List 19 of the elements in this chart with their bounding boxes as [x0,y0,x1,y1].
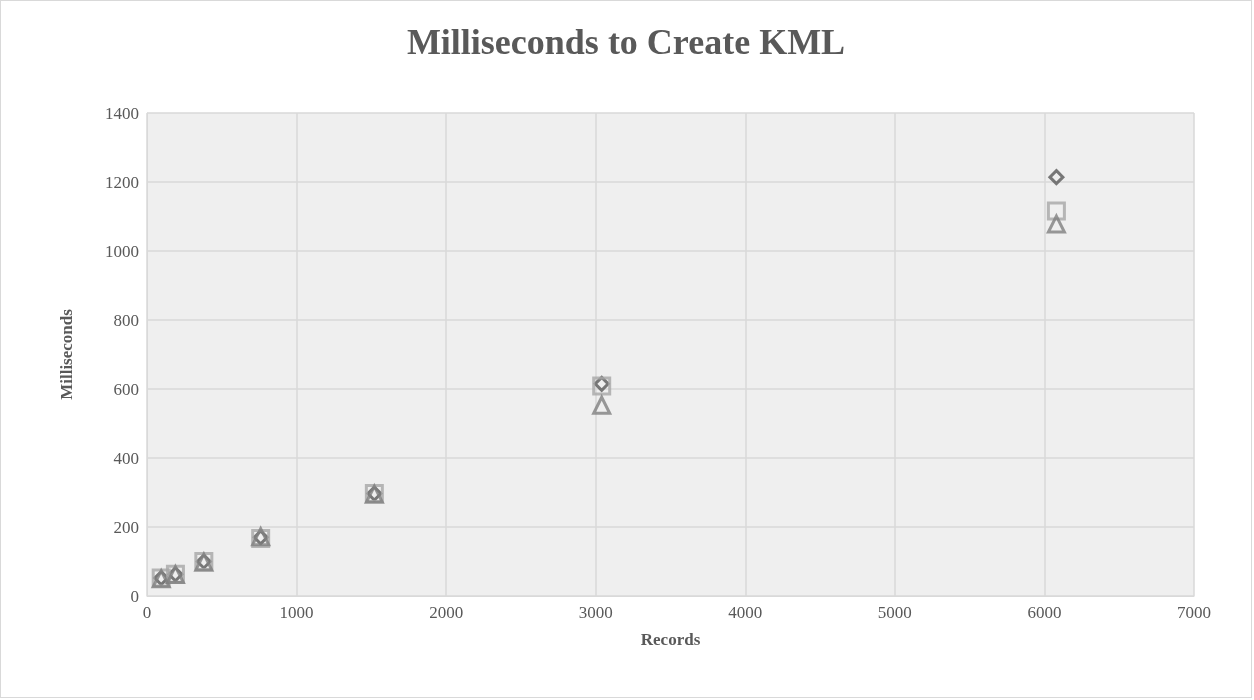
y-tick-label: 1400 [105,103,139,123]
x-tick-label: 4000 [728,603,763,622]
x-tick-label: 0 [142,603,152,622]
y-tick-label: 600 [113,379,139,399]
x-tick-label: 7000 [1177,603,1211,622]
x-axis-title: Records [640,630,701,649]
x-tick-label: 1000 [279,603,314,622]
y-tick-label: 1000 [105,241,139,261]
x-tick-label: 5000 [877,603,912,622]
x-tick-label: 6000 [1027,603,1062,622]
chart-title: Milliseconds to Create KML [406,22,846,62]
y-axis-title: Milliseconds [57,308,76,400]
x-tick-label: 3000 [578,603,613,622]
y-tick-label: 0 [130,586,139,606]
x-tick-label: 2000 [429,603,464,622]
y-tick-label: 200 [113,517,139,537]
y-tick-label: 800 [113,310,139,330]
y-tick-label: 1200 [105,172,139,192]
y-tick-label: 400 [113,448,139,468]
